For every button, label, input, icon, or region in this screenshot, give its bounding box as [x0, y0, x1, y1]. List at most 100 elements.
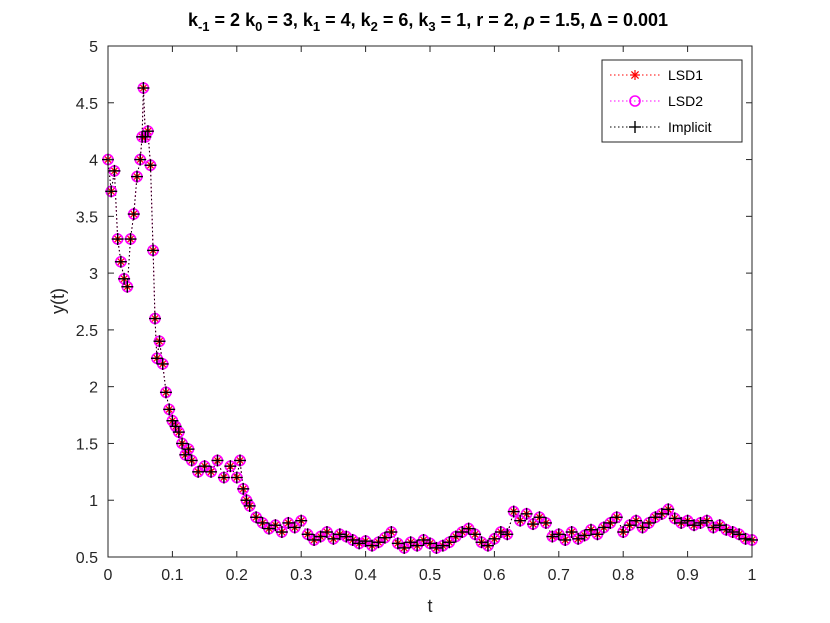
- marker-implicit: [707, 521, 720, 534]
- marker-implicit: [733, 528, 746, 541]
- marker-implicit: [424, 537, 436, 550]
- x-tick-label: 0.4: [354, 567, 376, 584]
- marker-implicit: [514, 514, 527, 527]
- title-rho: 1.5: [555, 10, 580, 30]
- marker-implicit: [662, 503, 675, 516]
- marker-implicit: [546, 530, 559, 543]
- marker-implicit: [144, 159, 157, 172]
- marker-implicit: [404, 536, 417, 549]
- marker-implicit: [572, 532, 585, 545]
- title-k-1: 4: [341, 10, 351, 30]
- marker-implicit: [134, 153, 147, 166]
- title-r: 2: [504, 10, 514, 30]
- marker-implicit: [688, 519, 701, 532]
- title-delta: 0.001: [623, 10, 668, 30]
- marker-implicit: [642, 516, 655, 529]
- title-k-m1: 2: [230, 10, 240, 30]
- marker-implicit: [565, 526, 578, 539]
- marker-implicit: [597, 521, 610, 534]
- marker-implicit: [217, 471, 230, 484]
- marker-implicit: [488, 532, 501, 545]
- marker-implicit: [623, 519, 636, 532]
- marker-implicit: [539, 516, 552, 529]
- marker-implicit: [333, 528, 346, 541]
- marker-implicit: [700, 514, 713, 527]
- marker-implicit: [240, 494, 253, 507]
- plot-markers: [102, 82, 758, 554]
- marker-implicit: [111, 233, 124, 246]
- legend-label-implicit: Implicit: [668, 119, 712, 135]
- marker-implicit: [585, 523, 597, 536]
- y-tick-label: 3: [89, 266, 98, 283]
- marker-implicit: [163, 403, 176, 416]
- marker-implicit: [205, 465, 218, 478]
- series-line-lsd2: [107, 87, 753, 549]
- marker-implicit: [192, 465, 205, 478]
- y-axis-label: y(t): [48, 288, 68, 314]
- marker-implicit: [263, 522, 275, 535]
- x-tick-label: 0.2: [226, 567, 248, 584]
- y-tick-label: 4.5: [76, 96, 98, 113]
- marker-implicit: [327, 532, 340, 545]
- marker-implicit: [156, 357, 169, 370]
- y-tick-label: 4: [89, 153, 98, 170]
- marker-implicit: [385, 526, 398, 539]
- marker-implicit: [169, 420, 182, 433]
- marker-implicit: [668, 512, 681, 525]
- marker-implicit: [417, 533, 430, 546]
- x-tick-label: 0.7: [548, 567, 570, 584]
- marker-implicit: [198, 460, 211, 473]
- marker-implicit: [182, 443, 195, 456]
- marker-implicit: [185, 454, 198, 467]
- legend-label-lsd1: LSD1: [668, 67, 703, 83]
- marker-implicit: [359, 535, 372, 548]
- marker-implicit: [739, 532, 752, 545]
- legend-marker-implicit: [629, 121, 641, 133]
- marker-implicit: [578, 529, 591, 542]
- marker-implicit: [391, 537, 404, 550]
- legend: LSD1 LSD2 Implicit: [601, 59, 743, 143]
- marker-implicit: [114, 255, 127, 268]
- marker-implicit: [121, 280, 134, 293]
- marker-implicit: [520, 507, 533, 520]
- marker-implicit: [250, 511, 263, 524]
- marker-implicit: [159, 386, 172, 399]
- y-tick-label: 0.5: [76, 550, 98, 567]
- marker-implicit: [411, 539, 424, 552]
- marker-implicit: [475, 536, 488, 549]
- marker-implicit: [726, 526, 739, 539]
- marker-implicit: [301, 528, 314, 541]
- y-axis: 0.5 1 1.5 2 2.5 3 3.5 4 4.5 5: [76, 39, 752, 567]
- title-k-3: 1: [456, 10, 466, 30]
- marker-implicit: [469, 528, 482, 541]
- marker-implicit: [533, 511, 546, 524]
- marker-implicit: [256, 516, 269, 529]
- marker-implicit: [552, 528, 565, 541]
- marker-implicit: [353, 537, 366, 550]
- marker-implicit: [176, 437, 189, 450]
- x-tick-label: 0.1: [161, 567, 183, 584]
- x-tick-label: 0: [104, 567, 113, 584]
- marker-implicit: [275, 526, 288, 539]
- x-tick-label: 1: [748, 567, 757, 584]
- marker-implicit: [559, 533, 572, 546]
- marker-implicit: [150, 352, 163, 365]
- marker-implicit: [320, 526, 333, 539]
- marker-implicit: [481, 539, 494, 552]
- marker-implicit: [130, 170, 143, 183]
- marker-implicit: [456, 526, 469, 539]
- marker-implicit: [224, 460, 237, 473]
- marker-implicit: [675, 516, 688, 529]
- title-k-0: 3: [283, 10, 293, 30]
- marker-implicit: [172, 426, 185, 439]
- marker-implicit: [288, 521, 301, 534]
- marker-implicit: [443, 536, 456, 549]
- marker-implicit: [141, 125, 154, 138]
- marker-implicit: [149, 312, 162, 325]
- marker-implicit: [166, 414, 179, 427]
- marker-implicit: [655, 507, 668, 520]
- y-tick-label: 3.5: [76, 209, 98, 226]
- marker-implicit: [398, 541, 411, 554]
- marker-implicit: [211, 454, 224, 467]
